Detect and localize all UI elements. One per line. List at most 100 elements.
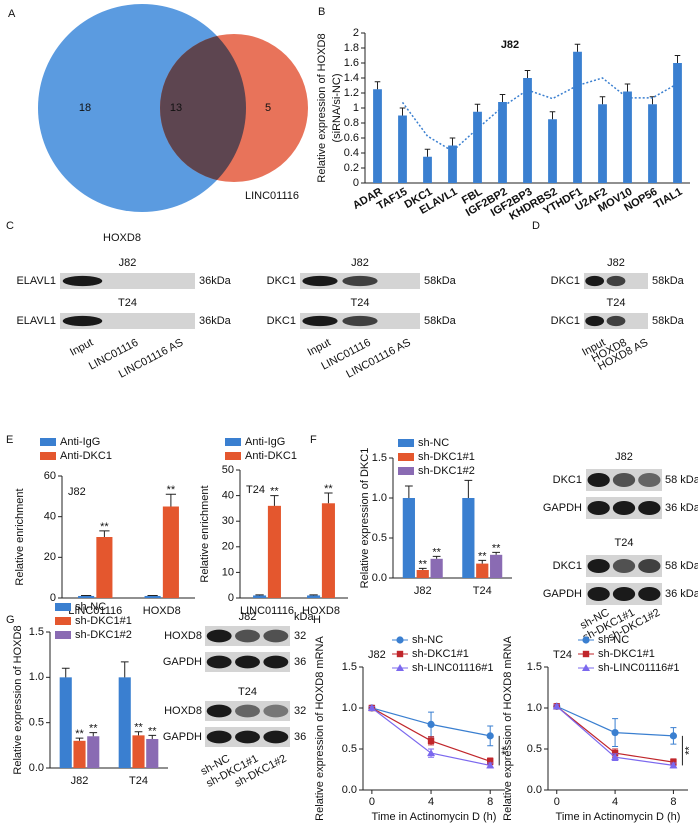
legend-label: Anti-IgG — [60, 436, 100, 448]
marker — [427, 720, 435, 729]
error-bar — [674, 55, 681, 63]
error-bar — [464, 479, 473, 498]
blot-band — [587, 500, 610, 516]
y-tick-label: 1.0 — [29, 671, 44, 683]
y-tick-label: 1.0 — [372, 492, 387, 504]
blot-protein-label: ELAVL1 — [16, 315, 56, 327]
marker — [396, 650, 404, 658]
y-tick-label: 20 — [222, 541, 234, 553]
chart-title: T24 — [553, 649, 572, 661]
blot-band — [62, 275, 103, 287]
y-axis-label: Relative enrichment — [14, 488, 26, 585]
error-bar — [89, 732, 98, 737]
error-bar — [624, 83, 631, 92]
blot-unit-label: kDa — [294, 611, 314, 623]
blot-band — [587, 558, 610, 574]
blot-protein-label: DKC1 — [553, 560, 582, 572]
blot-cell-label: J82 — [615, 451, 633, 463]
blot-band — [235, 629, 260, 643]
panel-label: B — [318, 6, 325, 18]
y-tick-label: 1.5 — [372, 452, 387, 464]
legend-swatch — [55, 631, 71, 639]
bar — [523, 78, 532, 183]
blot-band — [585, 315, 605, 327]
x-tick-label: J82 — [414, 585, 432, 597]
y-tick-label: 1.5 — [342, 661, 357, 673]
blot-band — [585, 275, 605, 287]
chart-title: J82 — [68, 486, 86, 498]
chart-title: J82 — [501, 39, 519, 51]
error-bar — [99, 530, 110, 537]
blot-protein-label: ELAVL1 — [16, 275, 56, 287]
blot-band — [206, 730, 232, 744]
blot-protein-label: GAPDH — [163, 656, 202, 668]
bar — [430, 558, 443, 578]
y-tick-label: 0.5 — [342, 743, 357, 755]
blot-band — [206, 655, 232, 669]
y-tick-label: 0.5 — [527, 743, 542, 755]
blot-size-label: 36kDa — [199, 275, 232, 287]
error-bar — [324, 492, 333, 504]
significance-label: ** — [167, 484, 176, 496]
x-axis-label: Time in Actinomycin D (h) — [372, 811, 497, 823]
blot-band — [206, 629, 232, 643]
venn-set-label: HOXD8 — [103, 232, 141, 244]
bar — [416, 570, 429, 578]
marker — [611, 749, 619, 757]
error-bar — [61, 667, 70, 678]
x-tick-label: LINC01116 — [68, 605, 122, 617]
blot-band — [302, 315, 338, 327]
blot-cell-label: T24 — [607, 297, 626, 309]
legend-label: sh-NC — [412, 634, 443, 646]
error-bar — [599, 96, 606, 105]
blot-cell-label: J82 — [607, 257, 625, 269]
bar — [144, 595, 161, 598]
blot-cell-label: T24 — [238, 686, 257, 698]
significance-label: ** — [492, 542, 501, 554]
blot-band — [235, 704, 260, 718]
blot-lane-label: Input — [68, 337, 95, 359]
blot-cell-label: T24 — [351, 297, 370, 309]
bar — [490, 554, 503, 578]
y-axis-label: Relative expression of DKC1 — [359, 448, 371, 589]
marker — [487, 758, 494, 765]
significance-label: ** — [418, 558, 427, 570]
blot-protein-label: DKC1 — [551, 275, 580, 287]
marker — [611, 729, 619, 737]
blot-band — [612, 472, 636, 488]
blot-band — [606, 315, 626, 327]
legend-label: Anti-IgG — [245, 436, 285, 448]
y-tick-label: 1.2 — [344, 87, 359, 99]
blot-band — [342, 275, 378, 287]
bar — [78, 595, 95, 598]
venn-count: 13 — [170, 102, 182, 114]
blot-size-label: 58kDa — [424, 275, 457, 287]
bar — [307, 595, 321, 598]
blot-cell-label: J82 — [119, 257, 137, 269]
bar — [146, 738, 159, 768]
y-tick-label: 0 — [228, 592, 234, 604]
legend-swatch — [225, 452, 241, 460]
blot-band — [612, 558, 636, 574]
blot-protein-label: DKC1 — [267, 275, 296, 287]
blot-band — [302, 275, 338, 287]
venn-set-label: LINC01116 — [245, 190, 299, 202]
x-tick-label: 0 — [554, 796, 560, 808]
marker — [611, 753, 620, 761]
error-bar — [549, 111, 556, 120]
bar — [373, 89, 382, 183]
significance-label: ** — [683, 746, 695, 755]
bar — [87, 736, 100, 768]
bar — [648, 104, 657, 183]
blot-size-label: 32 — [294, 630, 306, 642]
legend-label: sh-DKC1#1 — [418, 451, 475, 463]
y-tick-label: 1 — [353, 102, 359, 114]
bar — [462, 498, 475, 578]
y-tick-label: 0 — [353, 177, 359, 189]
bar — [423, 156, 432, 183]
error-bar — [148, 734, 157, 739]
error-bar — [75, 737, 84, 741]
legend-label: sh-DKC1#1 — [598, 648, 655, 660]
legend-label: sh-DKC1#2 — [418, 465, 475, 477]
significance-label: ** — [75, 728, 84, 740]
